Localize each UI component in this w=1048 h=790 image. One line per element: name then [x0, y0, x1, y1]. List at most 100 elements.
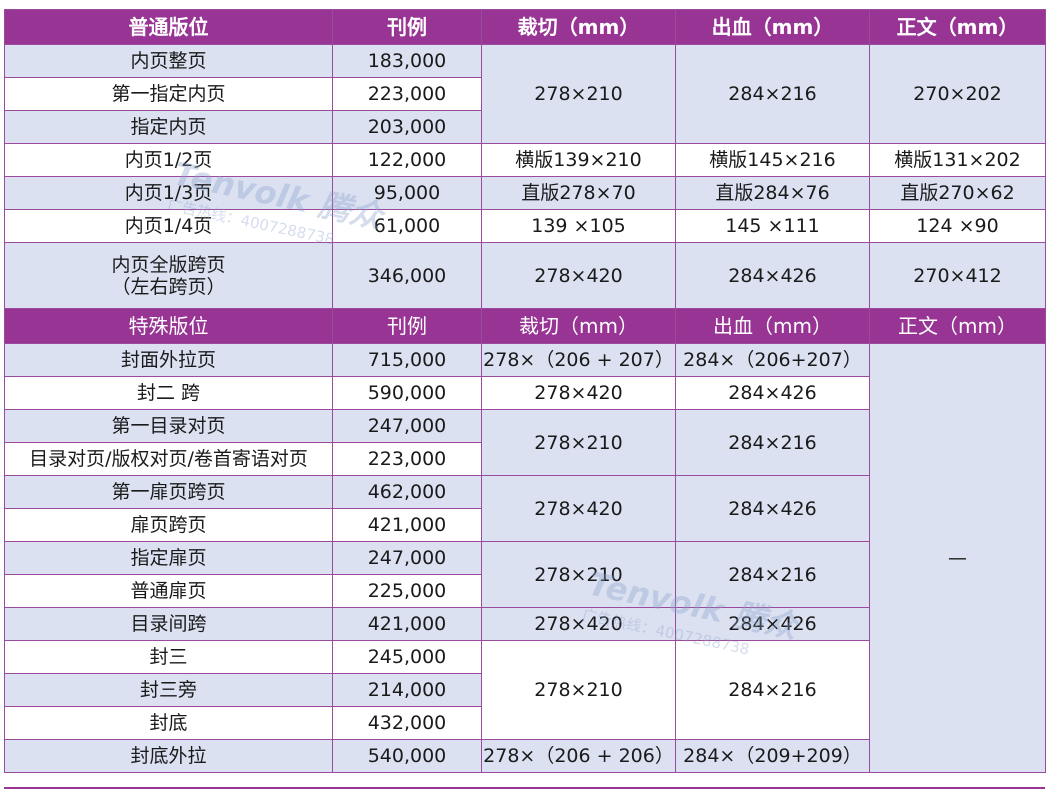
- bleed-cell: 横版145×216: [675, 143, 870, 177]
- trim-cell: 139 ×105: [481, 209, 676, 243]
- bleed-cell: 284×216: [675, 640, 870, 740]
- price-cell: 223,000: [332, 77, 482, 111]
- table-bottom-rule: [4, 787, 1045, 789]
- trim-cell: 直版278×70: [481, 176, 676, 210]
- table-row: 内页1/4页 61,000 139 ×105 145 ×111 124 ×90: [4, 209, 1046, 243]
- bleed-cell: 284×426: [675, 475, 870, 542]
- trim-cell: 278×（206 + 207）: [481, 343, 676, 377]
- bleed-cell: 284×216: [675, 44, 870, 144]
- position-cell: 内页全版跨页 （左右跨页）: [4, 242, 333, 309]
- table-row: 第一目录对页 247,000 278×210 284×216: [4, 409, 1046, 476]
- text-cell: 124 ×90: [869, 209, 1046, 243]
- position-cell: 内页整页: [4, 44, 333, 78]
- col-header-bleed: 出血（mm）: [675, 308, 870, 344]
- position-cell: 封二 跨: [4, 376, 333, 410]
- trim-cell: 278×（206 + 206）: [481, 739, 676, 773]
- position-cell: 封三: [4, 640, 333, 674]
- position-line: （左右跨页）: [111, 275, 226, 298]
- price-cell: 462,000: [332, 475, 482, 509]
- price-cell: 245,000: [332, 640, 482, 674]
- table-row: 目录间跨 421,000 278×420 284×426: [4, 607, 1046, 641]
- price-cell: 183,000: [332, 44, 482, 78]
- bleed-cell: 284×426: [675, 607, 870, 641]
- text-cell: 直版270×62: [869, 176, 1046, 210]
- text-cell: 270×412: [869, 242, 1046, 309]
- trim-cell: 横版139×210: [481, 143, 676, 177]
- bleed-cell: 284×（206+207）: [675, 343, 870, 377]
- bleed-cell: 284×216: [675, 541, 870, 608]
- col-header-price: 刊例: [332, 308, 482, 344]
- price-cell: 247,000: [332, 409, 482, 443]
- col-header-trim: 裁切（mm）: [481, 9, 676, 45]
- price-cell: 421,000: [332, 607, 482, 641]
- header-row-regular: 普通版位 刊例 裁切（mm） 出血（mm） 正文（mm）: [4, 9, 1046, 45]
- price-cell: 590,000: [332, 376, 482, 410]
- position-cell: 扉页跨页: [4, 508, 333, 542]
- bleed-cell: 145 ×111: [675, 209, 870, 243]
- position-line: 内页全版跨页: [111, 253, 226, 276]
- price-cell: 223,000: [332, 442, 482, 476]
- trim-cell: 278×210: [481, 44, 676, 144]
- price-cell: 203,000: [332, 110, 482, 144]
- col-header-position: 特殊版位: [4, 308, 333, 344]
- trim-cell: 278×420: [481, 607, 676, 641]
- price-cell: 346,000: [332, 242, 482, 309]
- trim-cell: 278×420: [481, 475, 676, 542]
- price-cell: 540,000: [332, 739, 482, 773]
- bleed-cell: 284×426: [675, 242, 870, 309]
- col-header-text: 正文（mm）: [869, 308, 1046, 344]
- price-cell: 61,000: [332, 209, 482, 243]
- position-cell: 封底: [4, 706, 333, 740]
- position-cell: 第一指定内页: [4, 77, 333, 111]
- table-row: 第一扉页跨页 462,000 278×420 284×426: [4, 475, 1046, 542]
- col-header-position: 普通版位: [4, 9, 333, 45]
- position-cell: 内页1/3页: [4, 176, 333, 210]
- position-cell: 目录间跨: [4, 607, 333, 641]
- position-cell: 第一扉页跨页: [4, 475, 333, 509]
- bleed-cell: 直版284×76: [675, 176, 870, 210]
- col-header-text: 正文（mm）: [869, 9, 1046, 45]
- table-row: 内页整页 183,000 278×210 284×216 270×202: [4, 44, 1046, 144]
- table-row: 封面外拉页 715,000 278×（206 + 207） 284×（206+2…: [4, 343, 1046, 773]
- col-header-price: 刊例: [332, 9, 482, 45]
- trim-cell: 278×210: [481, 409, 676, 476]
- price-cell: 225,000: [332, 574, 482, 608]
- table-row: 封三 245,000 278×210 284×216: [4, 640, 1046, 740]
- table-row: 第一指定内页 223,000: [4, 77, 1046, 111]
- position-cell: 封底外拉: [4, 739, 333, 773]
- price-cell: 715,000: [332, 343, 482, 377]
- bleed-cell: 284×426: [675, 376, 870, 410]
- trim-cell: 278×420: [481, 242, 676, 309]
- position-cell: 指定扉页: [4, 541, 333, 575]
- position-cell: 指定内页: [4, 110, 333, 144]
- col-header-trim: 裁切（mm）: [481, 308, 676, 344]
- position-cell: 封面外拉页: [4, 343, 333, 377]
- table-row: 封底 432,000: [4, 706, 1046, 740]
- position-cell: 内页1/4页: [4, 209, 333, 243]
- table-row: 普通扉页 225,000: [4, 574, 1046, 608]
- price-cell: 247,000: [332, 541, 482, 575]
- price-cell: 214,000: [332, 673, 482, 707]
- text-cell: 270×202: [869, 44, 1046, 144]
- trim-cell: 278×210: [481, 541, 676, 608]
- price-cell: 421,000: [332, 508, 482, 542]
- position-cell: 目录对页/版权对页/卷首寄语对页: [4, 442, 333, 476]
- header-row-special: 特殊版位 刊例 裁切（mm） 出血（mm） 正文（mm）: [4, 308, 1046, 344]
- table-row: 封底外拉 540,000 278×（206 + 206） 284×（209+20…: [4, 739, 1046, 773]
- table-row: 封三旁 214,000: [4, 673, 1046, 707]
- table-row: 内页1/3页 95,000 直版278×70 直版284×76 直版270×62: [4, 176, 1046, 210]
- bleed-cell: 284×（209+209）: [675, 739, 870, 773]
- price-cell: 95,000: [332, 176, 482, 210]
- table-row: 封二 跨 590,000 278×420 284×426: [4, 376, 1046, 410]
- position-cell: 内页1/2页: [4, 143, 333, 177]
- position-cell: 封三旁: [4, 673, 333, 707]
- position-cell: 第一目录对页: [4, 409, 333, 443]
- position-cell: 普通扉页: [4, 574, 333, 608]
- price-cell: 432,000: [332, 706, 482, 740]
- text-cell: —: [869, 343, 1046, 773]
- trim-cell: 278×420: [481, 376, 676, 410]
- table-row: 内页全版跨页 （左右跨页） 346,000 278×420 284×426 27…: [4, 242, 1046, 309]
- table-row: 内页1/2页 122,000 横版139×210 横版145×216 横版131…: [4, 143, 1046, 177]
- ad-rate-table: 普通版位 刊例 裁切（mm） 出血（mm） 正文（mm） 内页整页 183,00…: [4, 9, 1046, 773]
- col-header-bleed: 出血（mm）: [675, 9, 870, 45]
